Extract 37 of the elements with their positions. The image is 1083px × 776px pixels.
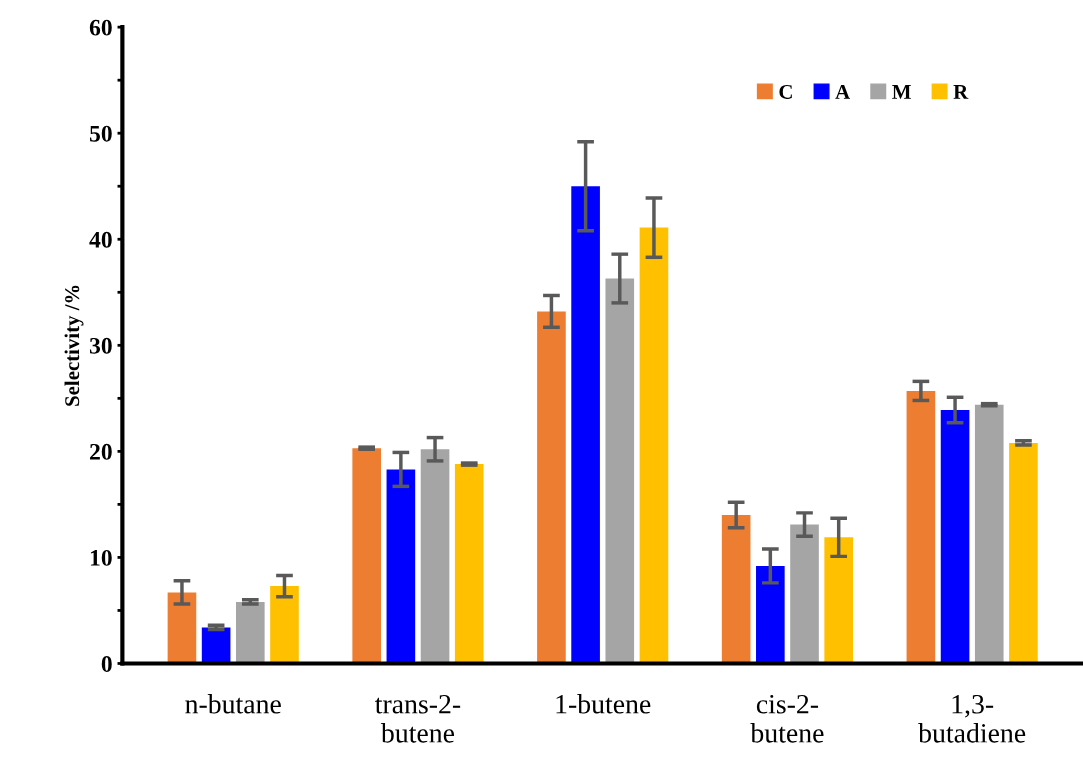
bar — [605, 278, 635, 664]
x-tick-label: trans-2- butene — [375, 694, 461, 743]
bar — [824, 537, 854, 664]
x-tick-label: 1-butene — [556, 694, 651, 714]
y-tick-label: 40 — [89, 231, 112, 248]
y-tick-label: 0 — [101, 655, 112, 672]
bar — [270, 586, 299, 664]
bar — [790, 524, 819, 664]
bar — [386, 469, 416, 664]
x-tick-label: n-butane — [185, 694, 281, 714]
x-tick-label: cis-2- butene — [750, 694, 824, 743]
bar — [639, 227, 669, 664]
bar — [235, 601, 265, 664]
bar — [167, 592, 197, 664]
legend-label: M — [892, 85, 911, 99]
bar — [454, 464, 484, 664]
y-axis-title: Selectivity /% — [64, 285, 84, 406]
legend-label: A — [835, 84, 850, 99]
legend-label: R — [953, 85, 969, 99]
y-tick-label: 10 — [90, 549, 112, 566]
legend-label: C — [779, 84, 792, 99]
bar — [420, 449, 450, 664]
bar — [571, 186, 600, 664]
bar — [906, 390, 936, 664]
y-tick-label: 20 — [90, 443, 112, 460]
bar — [352, 448, 382, 664]
bar — [940, 410, 970, 664]
bar — [756, 565, 785, 664]
bar — [721, 515, 751, 664]
y-tick-label: 60 — [89, 19, 112, 36]
bar — [974, 404, 1004, 664]
bar — [201, 627, 231, 664]
x-tick-label: 1,3- butadiene — [918, 694, 1026, 743]
y-tick-label: 50 — [89, 125, 112, 142]
bar — [537, 311, 566, 664]
y-tick-label: 30 — [89, 337, 112, 354]
bar — [1009, 442, 1038, 664]
